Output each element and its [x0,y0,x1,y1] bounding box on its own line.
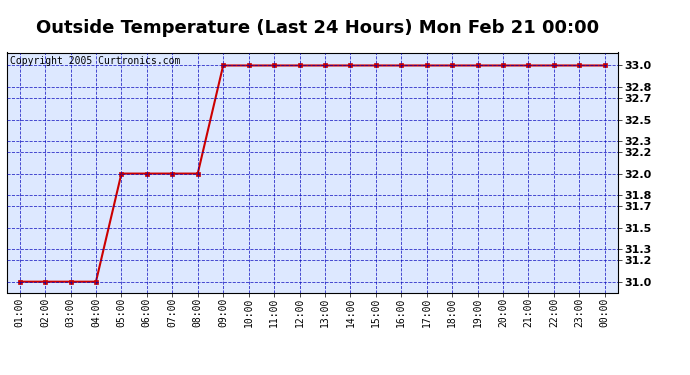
Text: Copyright 2005 Curtronics.com: Copyright 2005 Curtronics.com [10,56,180,66]
Text: Outside Temperature (Last 24 Hours) Mon Feb 21 00:00: Outside Temperature (Last 24 Hours) Mon … [36,19,599,37]
